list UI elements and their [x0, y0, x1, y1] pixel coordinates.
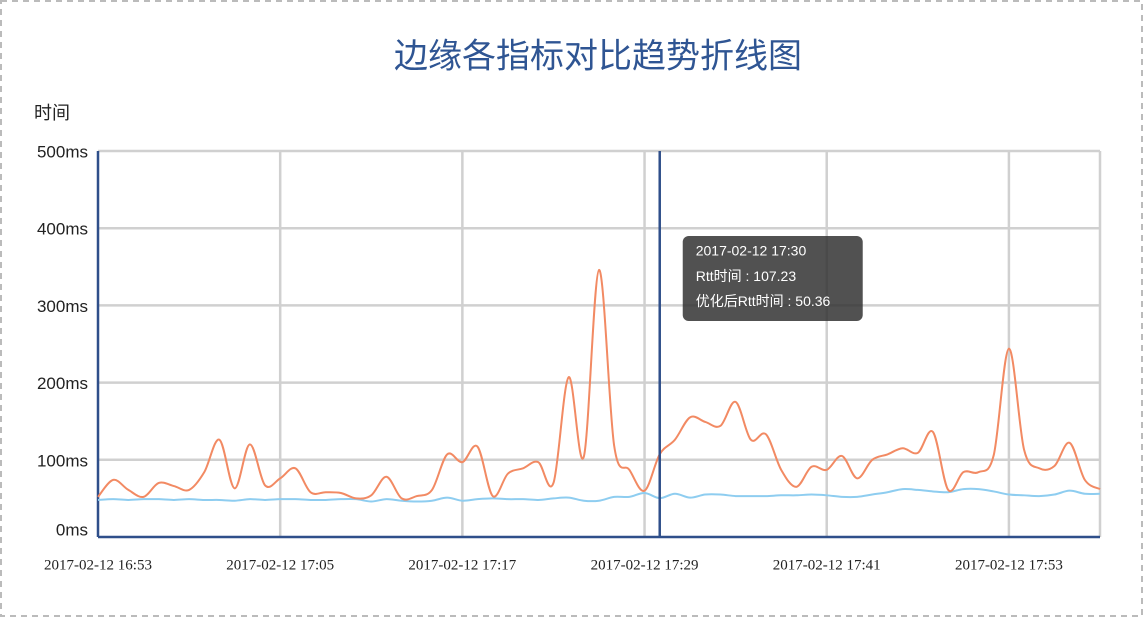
y-tick-label: 400ms	[37, 220, 88, 239]
y-tick-label: 300ms	[37, 297, 88, 316]
y-tick-label: 100ms	[37, 451, 88, 470]
tooltip-item-value: 50.36	[795, 293, 830, 309]
x-tick-label: 2017-02-12 17:41	[773, 557, 881, 573]
x-tick-label: 2017-02-12 17:53	[955, 557, 1063, 573]
tooltip-item-name: Rtt时间	[696, 268, 742, 284]
series-line	[97, 268, 1101, 501]
y-tick-label: 200ms	[37, 374, 88, 393]
tooltip-item: Rtt时间 : 107.23	[696, 268, 797, 284]
tooltip: 2017-02-12 17:30 Rtt时间 : 107.23 优化后Rtt时间 :…	[682, 236, 863, 321]
x-tick-label: 2017-02-12 17:17	[408, 557, 516, 573]
chart-title: 边缘各指标对比趋势折线图	[394, 37, 802, 77]
y-tick-label: 0ms	[56, 520, 88, 539]
tooltip-title: 2017-02-12 17:30	[696, 243, 807, 259]
x-tick-label: 2017-02-12 16:53	[44, 557, 152, 573]
tooltip-sep: :	[784, 293, 796, 309]
series-line	[97, 487, 1101, 503]
y-axis-label: 时间	[34, 103, 70, 124]
tooltip-sep: :	[742, 268, 754, 284]
tooltip-box	[682, 236, 863, 321]
x-tick-label: 2017-02-12 17:05	[226, 557, 334, 573]
tooltip-item-name: 优化后Rtt时间	[696, 293, 784, 309]
tooltip-item-value: 107.23	[753, 268, 796, 284]
y-tick-label: 500ms	[37, 142, 88, 161]
tooltip-item: 优化后Rtt时间 : 50.36	[696, 293, 831, 309]
x-tick-label: 2017-02-12 17:29	[591, 557, 699, 573]
